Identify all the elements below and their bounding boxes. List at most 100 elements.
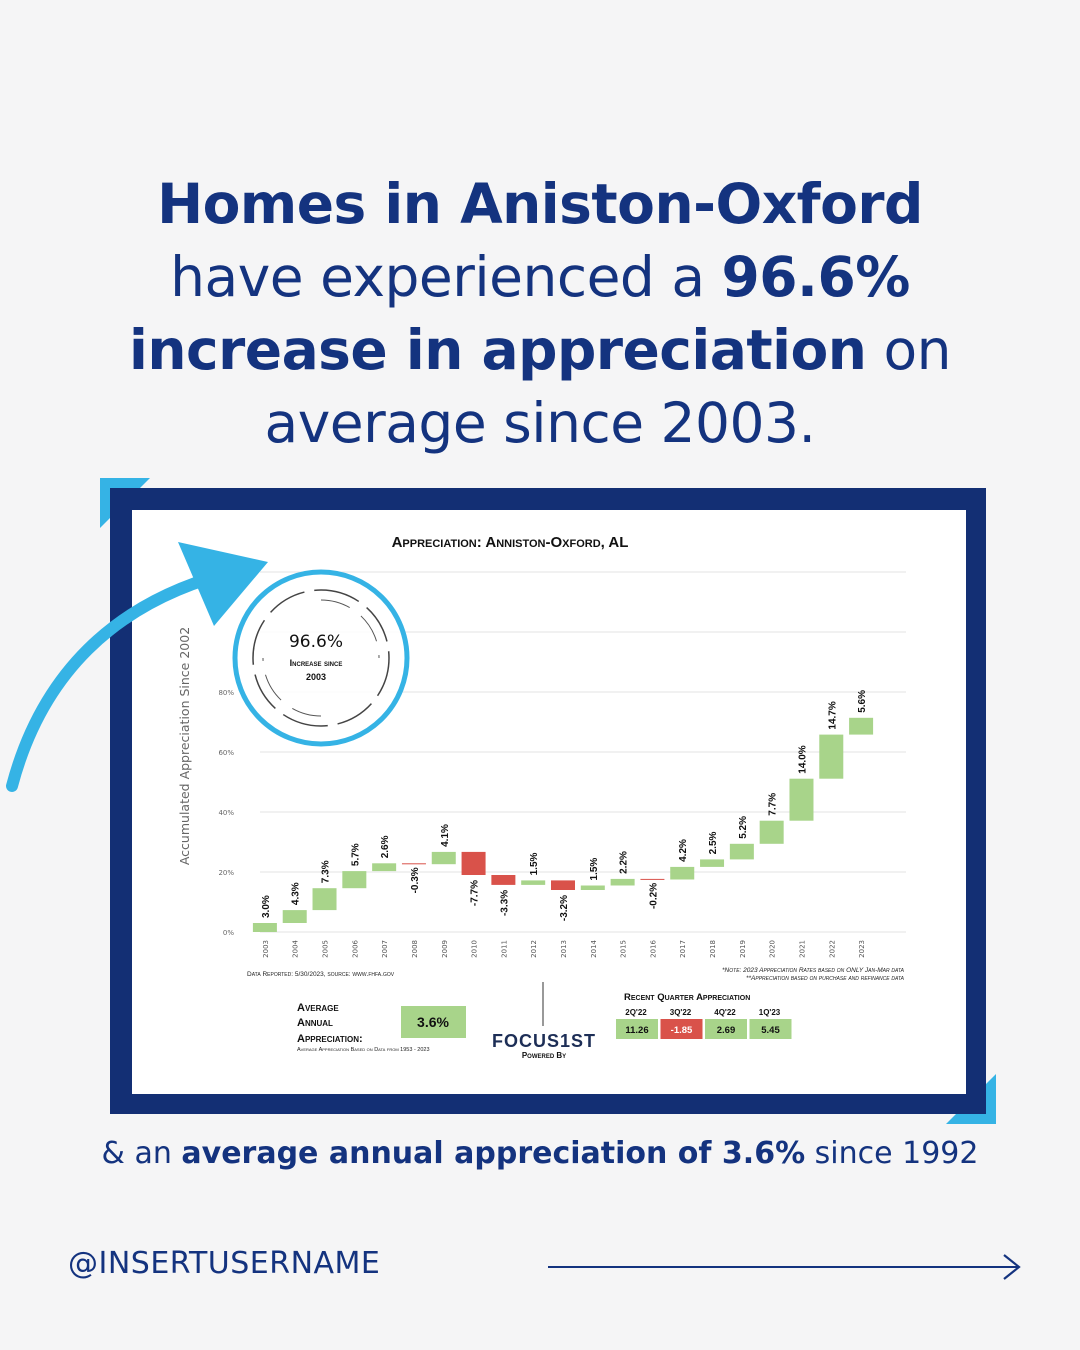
waterfall-bar — [729, 843, 754, 860]
x-tick-label: 2010 — [471, 940, 479, 958]
y-tick-label: 0% — [223, 929, 234, 937]
quarter-header: 2Q'22 — [625, 1008, 647, 1017]
avg-label-1: Average — [297, 1002, 339, 1014]
waterfall-bar — [342, 871, 367, 889]
avg-label-2: Annual — [297, 1017, 333, 1029]
avg-note: Average Appreciation Based on Data from … — [297, 1047, 430, 1053]
bar-value-label: 14.0% — [797, 745, 808, 773]
headline-line2-text: have experienced a — [170, 245, 722, 309]
bar-value-label: 3.0% — [261, 895, 272, 918]
bar-value-label: 1.5% — [589, 858, 600, 881]
x-tick-label: 2008 — [411, 940, 419, 958]
x-tick-label: 2006 — [351, 939, 359, 957]
x-tick-label: 2018 — [709, 940, 717, 958]
bar-value-label: 5.2% — [738, 816, 749, 839]
y-tick-label: 60% — [218, 749, 234, 757]
chart-title: Appreciation: Anniston-Oxford, AL — [392, 534, 629, 551]
source-note: Data Reported: 5/30/2023, source: www.fh… — [247, 971, 395, 978]
x-tick-label: 2012 — [530, 940, 538, 958]
headline-percentage: 96.6% — [721, 245, 911, 309]
subline: & an average annual appreciation of 3.6%… — [40, 1136, 1040, 1171]
headline-line4: average since 2003. — [264, 391, 816, 455]
y-tick-label: 80% — [218, 689, 234, 697]
waterfall-bar — [789, 778, 814, 821]
recent-quarter-title: Recent Quarter Appreciation — [624, 992, 750, 1003]
bar-value-label: 4.3% — [291, 882, 302, 905]
bar-value-label: -0.2% — [648, 883, 659, 909]
x-tick-label: 2009 — [441, 940, 449, 958]
chart-frame: 0% 20% 40% 60% 80% 3.0% 2003 4.3% 2004 7.3% 2005 5.… — [110, 488, 986, 1114]
waterfall-bar — [551, 880, 575, 890]
x-tick-label: 2020 — [769, 940, 777, 958]
waterfall-bar — [819, 734, 844, 779]
x-tick-label: 2019 — [739, 940, 747, 958]
headline-line3-text: on — [866, 318, 951, 382]
waterfall-bar — [580, 885, 605, 890]
y-tick-label: 20% — [218, 869, 234, 877]
x-tick-label: 2011 — [500, 940, 508, 958]
waterfall-bar — [700, 859, 725, 867]
bar-value-label: 5.6% — [857, 690, 868, 713]
waterfall-bar — [372, 863, 397, 872]
quarter-header: 4Q'22 — [714, 1008, 736, 1017]
waterfall-bar — [521, 880, 546, 885]
waterfall-bar — [461, 851, 486, 875]
bar-value-label: 7.7% — [768, 793, 779, 816]
headline-line3-bold: increase in appreciation — [129, 318, 867, 382]
headline-line1: Homes in Aniston-Oxford — [157, 172, 923, 236]
waterfall-bar — [401, 863, 426, 865]
waterfall-bar — [640, 878, 665, 880]
bar-value-label: -7.7% — [470, 880, 481, 906]
increase-callout: 96.6% Increase since 2003 — [232, 569, 410, 747]
quarter-value-box — [616, 1019, 658, 1039]
waterfall-bar — [610, 878, 635, 886]
x-tick-label: 2007 — [381, 940, 389, 958]
waterfall-bar — [759, 820, 784, 844]
username-handle[interactable]: @INSERTUSERNAME — [68, 1246, 381, 1281]
x-tick-label: 2015 — [620, 940, 628, 958]
bar-value-label: 4.2% — [678, 839, 689, 862]
x-tick-label: 2003 — [262, 940, 270, 958]
quarter-value: -1.85 — [671, 1025, 693, 1036]
focus1st-logo: FOCUS1ST — [492, 1031, 596, 1051]
bar-value-label: 4.1% — [440, 824, 451, 847]
y-tick-label: 40% — [218, 809, 234, 817]
note-2: **Appreciation based on purchase and ref… — [746, 975, 905, 982]
subline-prefix: & an — [101, 1136, 182, 1171]
quarter-value-box — [660, 1019, 703, 1039]
x-tick-label: 2013 — [560, 940, 568, 958]
waterfall-bar — [849, 717, 874, 735]
x-tick-label: 2021 — [798, 940, 806, 958]
waterfall-bar — [670, 866, 695, 880]
bar-value-label: 5.7% — [350, 843, 361, 866]
bar-value-label: 7.3% — [321, 860, 332, 883]
subline-bold: average annual appreciation of 3.6% — [181, 1136, 806, 1171]
x-tick-label: 2017 — [679, 940, 687, 958]
curved-arrow-icon — [6, 542, 268, 792]
avg-label-3: Appreciation: — [297, 1033, 363, 1045]
quarter-value: 2.69 — [717, 1025, 736, 1036]
bar-value-label: 2.2% — [619, 851, 630, 874]
quarter-value: 11.26 — [625, 1025, 648, 1036]
powered-by: Powered By — [522, 1051, 566, 1060]
waterfall-bar — [491, 875, 516, 885]
quarter-value-box — [749, 1019, 792, 1039]
x-tick-label: 2023 — [858, 940, 866, 958]
avg-value: 3.6% — [417, 1014, 449, 1030]
x-tick-label: 2004 — [292, 939, 300, 957]
waterfall-bar — [312, 888, 337, 911]
bar-value-label: -3.2% — [559, 895, 570, 921]
next-arrow-icon[interactable] — [546, 1252, 1026, 1282]
x-tick-label: 2022 — [828, 940, 836, 958]
waterfall-bar — [282, 910, 307, 923]
quarter-header: 3Q'22 — [670, 1008, 692, 1017]
quarter-value: 5.45 — [761, 1025, 780, 1036]
callout-value: 96.6% — [289, 632, 343, 652]
x-tick-label: 2014 — [590, 939, 598, 957]
note-1: *Note: 2023 Appreciation Rates based on … — [722, 967, 905, 974]
bar-value-label: -3.3% — [499, 890, 510, 916]
callout-line2: 2003 — [306, 672, 326, 682]
callout-line1: Increase since — [290, 658, 343, 668]
y-axis-label: Accumulated Appreciation Since 2002 — [177, 627, 192, 865]
subline-suffix: since 1992 — [805, 1136, 979, 1171]
